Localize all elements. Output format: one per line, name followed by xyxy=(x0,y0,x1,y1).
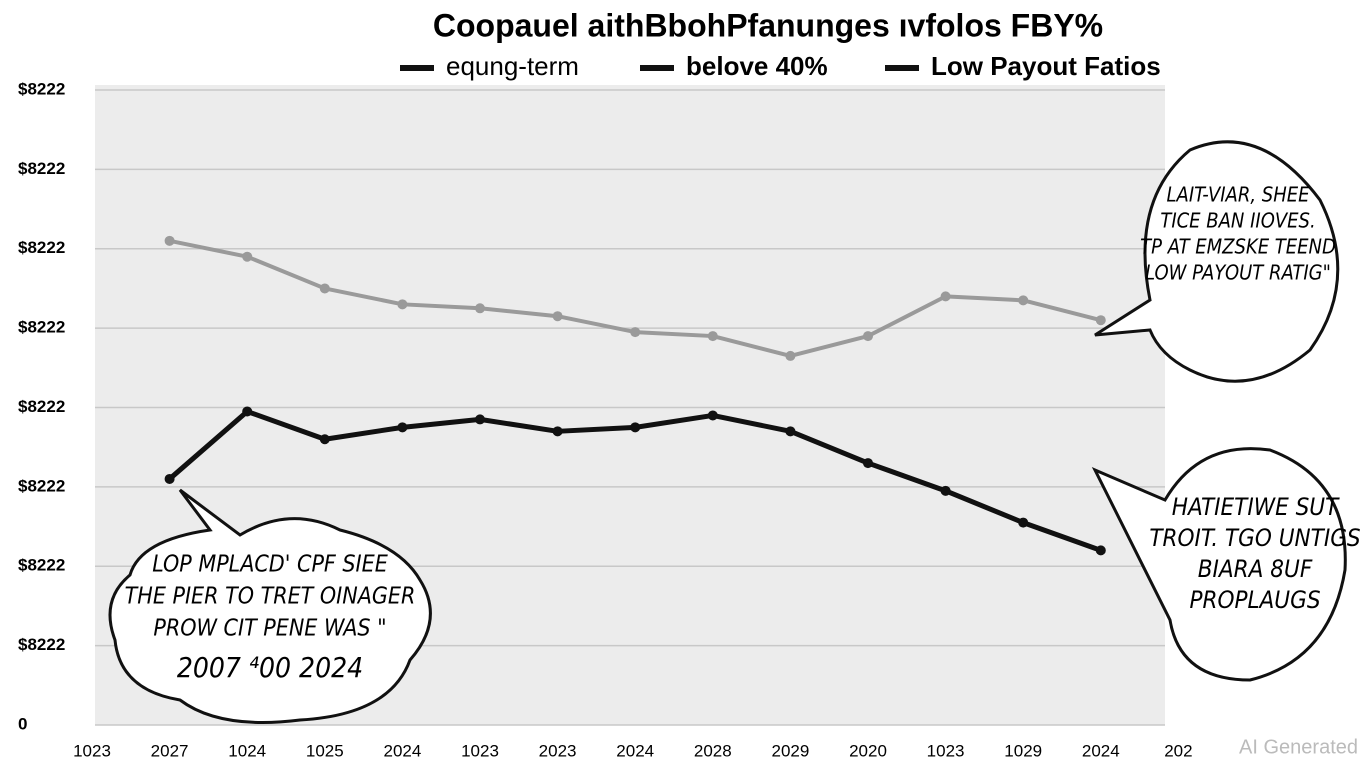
annotation-text: 2007 ⁴00 2024 xyxy=(177,651,363,684)
data-point xyxy=(630,327,641,338)
annotation-text: LAIT-VIAR, SHEE xyxy=(1167,183,1311,207)
data-point xyxy=(319,283,330,294)
y-tick-label: $8222 xyxy=(18,79,65,98)
annotation-text: TICE BAN IIOVES. xyxy=(1160,209,1315,233)
data-point xyxy=(164,473,175,484)
data-point xyxy=(397,299,408,310)
y-tick-label: $8222 xyxy=(18,397,65,416)
data-point xyxy=(1018,295,1029,306)
data-point xyxy=(1095,545,1106,556)
x-tick-label: 2029 xyxy=(771,741,809,760)
chart-title: Coopauel aithBbohPfanunges ıvfolos FBY% xyxy=(433,7,1103,43)
data-point xyxy=(785,426,796,437)
annotation-text: THE PIER TO TRET OINAGER xyxy=(125,584,416,610)
data-point xyxy=(319,434,330,445)
data-point xyxy=(552,311,563,322)
annotation-text: HATIETIWE SUT xyxy=(1172,493,1340,521)
annotation-text: PROPLAUGS xyxy=(1189,586,1320,614)
x-tick-label: 2024 xyxy=(1082,741,1120,760)
x-tick-label: 1025 xyxy=(306,741,344,760)
data-point xyxy=(940,291,951,302)
annotation-text: LOW PAYOUT RATIG" xyxy=(1145,261,1331,285)
x-tick-label: 1029 xyxy=(1004,741,1042,760)
data-point xyxy=(1018,517,1029,528)
x-tick-label: 202 xyxy=(1164,741,1192,760)
data-point xyxy=(707,410,718,421)
annotation-text: LOP MPLACD' CPF SIEE xyxy=(152,552,389,578)
data-point xyxy=(242,406,253,417)
x-tick-label: 1023 xyxy=(927,741,965,760)
data-point xyxy=(1095,315,1106,326)
data-point xyxy=(242,251,253,262)
legend-label: belove 40% xyxy=(686,51,828,81)
data-point xyxy=(397,422,408,433)
data-point xyxy=(552,426,563,437)
annotation-text: TROIT. TGO UNTIGS xyxy=(1149,524,1361,552)
x-tick-label: 2024 xyxy=(616,741,654,760)
data-point xyxy=(940,485,951,496)
x-tick-label: 2020 xyxy=(849,741,887,760)
data-point xyxy=(785,350,796,361)
x-tick-label: 2024 xyxy=(383,741,421,760)
speech-bubble xyxy=(1091,447,1347,682)
annotation-text: PROW CIT PENE WAS " xyxy=(153,616,386,642)
data-point xyxy=(475,414,485,425)
x-tick-label: 2027 xyxy=(151,741,189,760)
x-tick-label: 1023 xyxy=(73,741,111,760)
x-tick-label: 1023 xyxy=(461,741,499,760)
x-tick-label: 2028 xyxy=(694,741,732,760)
thought-bubble xyxy=(108,488,432,724)
y-tick-label: $8222 xyxy=(18,318,65,337)
legend-label: equng-term xyxy=(446,51,579,81)
y-tick-label: $8222 xyxy=(18,635,65,654)
y-tick-label: $8222 xyxy=(18,476,65,495)
data-point xyxy=(630,422,641,433)
x-tick-label: 2023 xyxy=(539,741,577,760)
data-point xyxy=(164,235,175,246)
x-tick-label: 1024 xyxy=(228,741,266,760)
y-tick-label: $8222 xyxy=(18,556,65,575)
data-point xyxy=(863,331,873,342)
watermark: AI Generated xyxy=(1239,736,1358,758)
annotation-text: TP AT EMZSKE TEEND xyxy=(1140,235,1336,259)
y-tick-label: $8222 xyxy=(18,238,65,257)
data-point xyxy=(707,331,718,342)
data-point xyxy=(863,458,873,469)
data-point xyxy=(475,303,485,314)
annotation-text: BIARA 8UF xyxy=(1198,555,1313,583)
y-tick-label: 0 xyxy=(18,714,27,733)
speech-bubble xyxy=(1094,140,1340,383)
y-tick-label: $8222 xyxy=(18,159,65,178)
legend-label: Low Payout Fatios xyxy=(931,51,1161,81)
